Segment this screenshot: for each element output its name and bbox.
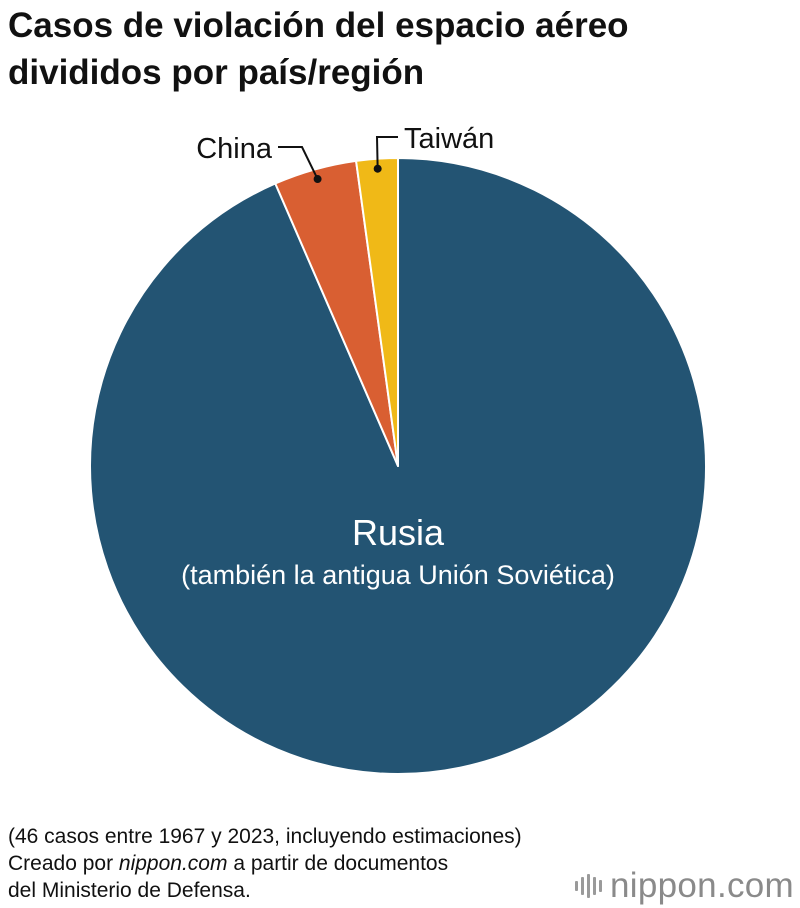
chart-title: Casos de violación del espacio aéreo div…	[8, 2, 788, 96]
footnote-suffix: a partir de documentos	[227, 852, 449, 875]
footnote-prefix: Creado por	[8, 852, 119, 875]
callout-dot-taiwan	[373, 164, 382, 173]
callout-dot-china	[313, 175, 322, 184]
callout-line-china	[278, 146, 319, 180]
chart-title-line-1: Casos de violación del espacio aéreo	[8, 6, 629, 45]
slice-sublabel-rusia: (también la antigua Unión Soviética)	[181, 560, 615, 590]
callout-line-taiwan	[375, 136, 398, 169]
logo-bars-icon	[575, 874, 603, 898]
logo-suffix: .com	[716, 866, 794, 905]
chart-title-line-2: divididos por país/región	[8, 53, 425, 92]
footnote-line-1: (46 casos entre 1967 y 2023, incluyendo …	[8, 825, 522, 848]
slice-label-rusia: Rusia	[352, 512, 445, 553]
footnote-line-2: Creado por nippon.com a partir de docume…	[8, 850, 608, 877]
slice-label-taiwan: Taiwán	[404, 123, 494, 155]
slice-label-china: China	[196, 133, 273, 165]
logo-word: nippon	[610, 866, 717, 905]
logo-text: nippon.com	[610, 866, 794, 906]
footnote: (46 casos entre 1967 y 2023, incluyendo …	[8, 823, 608, 904]
nippon-logo: nippon.com	[575, 866, 794, 906]
footnote-source: nippon.com	[118, 852, 228, 875]
footnote-line-3: del Ministerio de Defensa.	[8, 879, 251, 902]
